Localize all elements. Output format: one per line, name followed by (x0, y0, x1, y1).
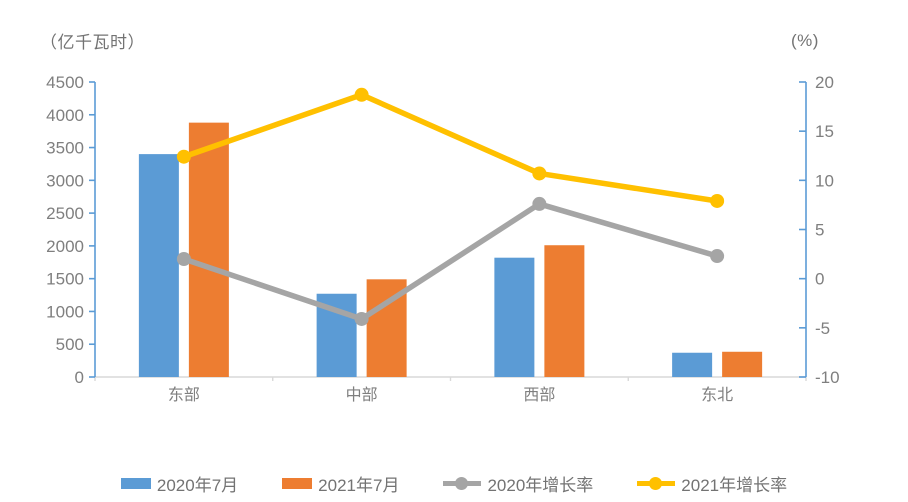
bar-s1-c0 (188, 122, 229, 378)
marker-s0-c2 (532, 196, 547, 211)
line-s1 (181, 92, 720, 204)
left-axis-tick-label: 4500 (46, 73, 84, 92)
category-label: 西部 (523, 386, 555, 404)
bar-s0-c3 (672, 352, 713, 377)
marker-s1-c2 (532, 166, 547, 181)
left-axis-tick-label: 2000 (46, 237, 84, 256)
left-axis-tick-label: 3500 (46, 139, 84, 158)
left-axis-tick-label: 4000 (46, 106, 84, 125)
legend-item-line-2020: 2020年增长率 (443, 471, 593, 496)
right-axis-tick-label: 20 (815, 73, 834, 92)
legend-label: 2021年7月 (318, 475, 400, 495)
line-s0 (181, 201, 720, 322)
right-axis-tick-label: -10 (815, 368, 840, 387)
legend-line-swatch-icon (637, 476, 676, 491)
combo-chart-plot: 0 500 1000 1500 2000 2500 3000 3500 4000 4500 -10 -… (46, 73, 840, 404)
marker-s0-c0 (176, 252, 191, 266)
marker-s1-c3 (710, 193, 725, 208)
legend-bar-swatch-icon (282, 477, 313, 489)
legend-item-bar-2021: 2021年7月 (282, 471, 399, 496)
left-axis-tick-label: 3000 (46, 171, 84, 190)
bar-s0-c0 (138, 154, 179, 377)
left-axis-tick-label: 2500 (46, 204, 84, 223)
bar-s1-c2 (544, 245, 585, 377)
left-axis-tick-label: 1500 (46, 270, 84, 289)
legend-item-line-2021: 2021年增长率 (637, 471, 787, 496)
bar-s0-c2 (494, 257, 535, 377)
right-axis-tick-label: 15 (815, 122, 834, 141)
right-axis-tick-label: 5 (815, 221, 824, 240)
left-axis-title: （亿千瓦时） (40, 33, 145, 52)
legend-bar-swatch-icon (120, 477, 151, 489)
marker-s1-c1 (354, 87, 369, 102)
marker-s0-c3 (710, 249, 725, 264)
category-label: 中部 (346, 386, 378, 404)
legend-label: 2021年增长率 (681, 475, 788, 495)
category-label: 东北 (701, 386, 733, 404)
legend-label: 2020年7月 (156, 475, 239, 495)
right-axis-tick-label: 10 (815, 171, 834, 190)
left-axis-tick-label: 1000 (46, 302, 84, 321)
right-axis-tick-label: 0 (815, 270, 824, 289)
bar-s1-c3 (722, 351, 763, 377)
left-axis-tick-label: 500 (56, 335, 84, 354)
right-axis-title: (%) (791, 31, 819, 50)
category-label: 东部 (168, 386, 200, 404)
legend: 2020年7月 2021年7月 2020年增长率 2021年增长率 (0, 467, 908, 499)
marker-s1-c0 (176, 149, 191, 164)
legend-item-bar-2020: 2020年7月 (120, 471, 239, 496)
right-axis-tick-label: -5 (815, 319, 830, 338)
left-axis-tick-label: 0 (75, 368, 84, 387)
marker-s0-c1 (354, 311, 369, 326)
legend-label: 2020年增长率 (487, 475, 594, 495)
legend-line-swatch-icon (443, 476, 482, 491)
